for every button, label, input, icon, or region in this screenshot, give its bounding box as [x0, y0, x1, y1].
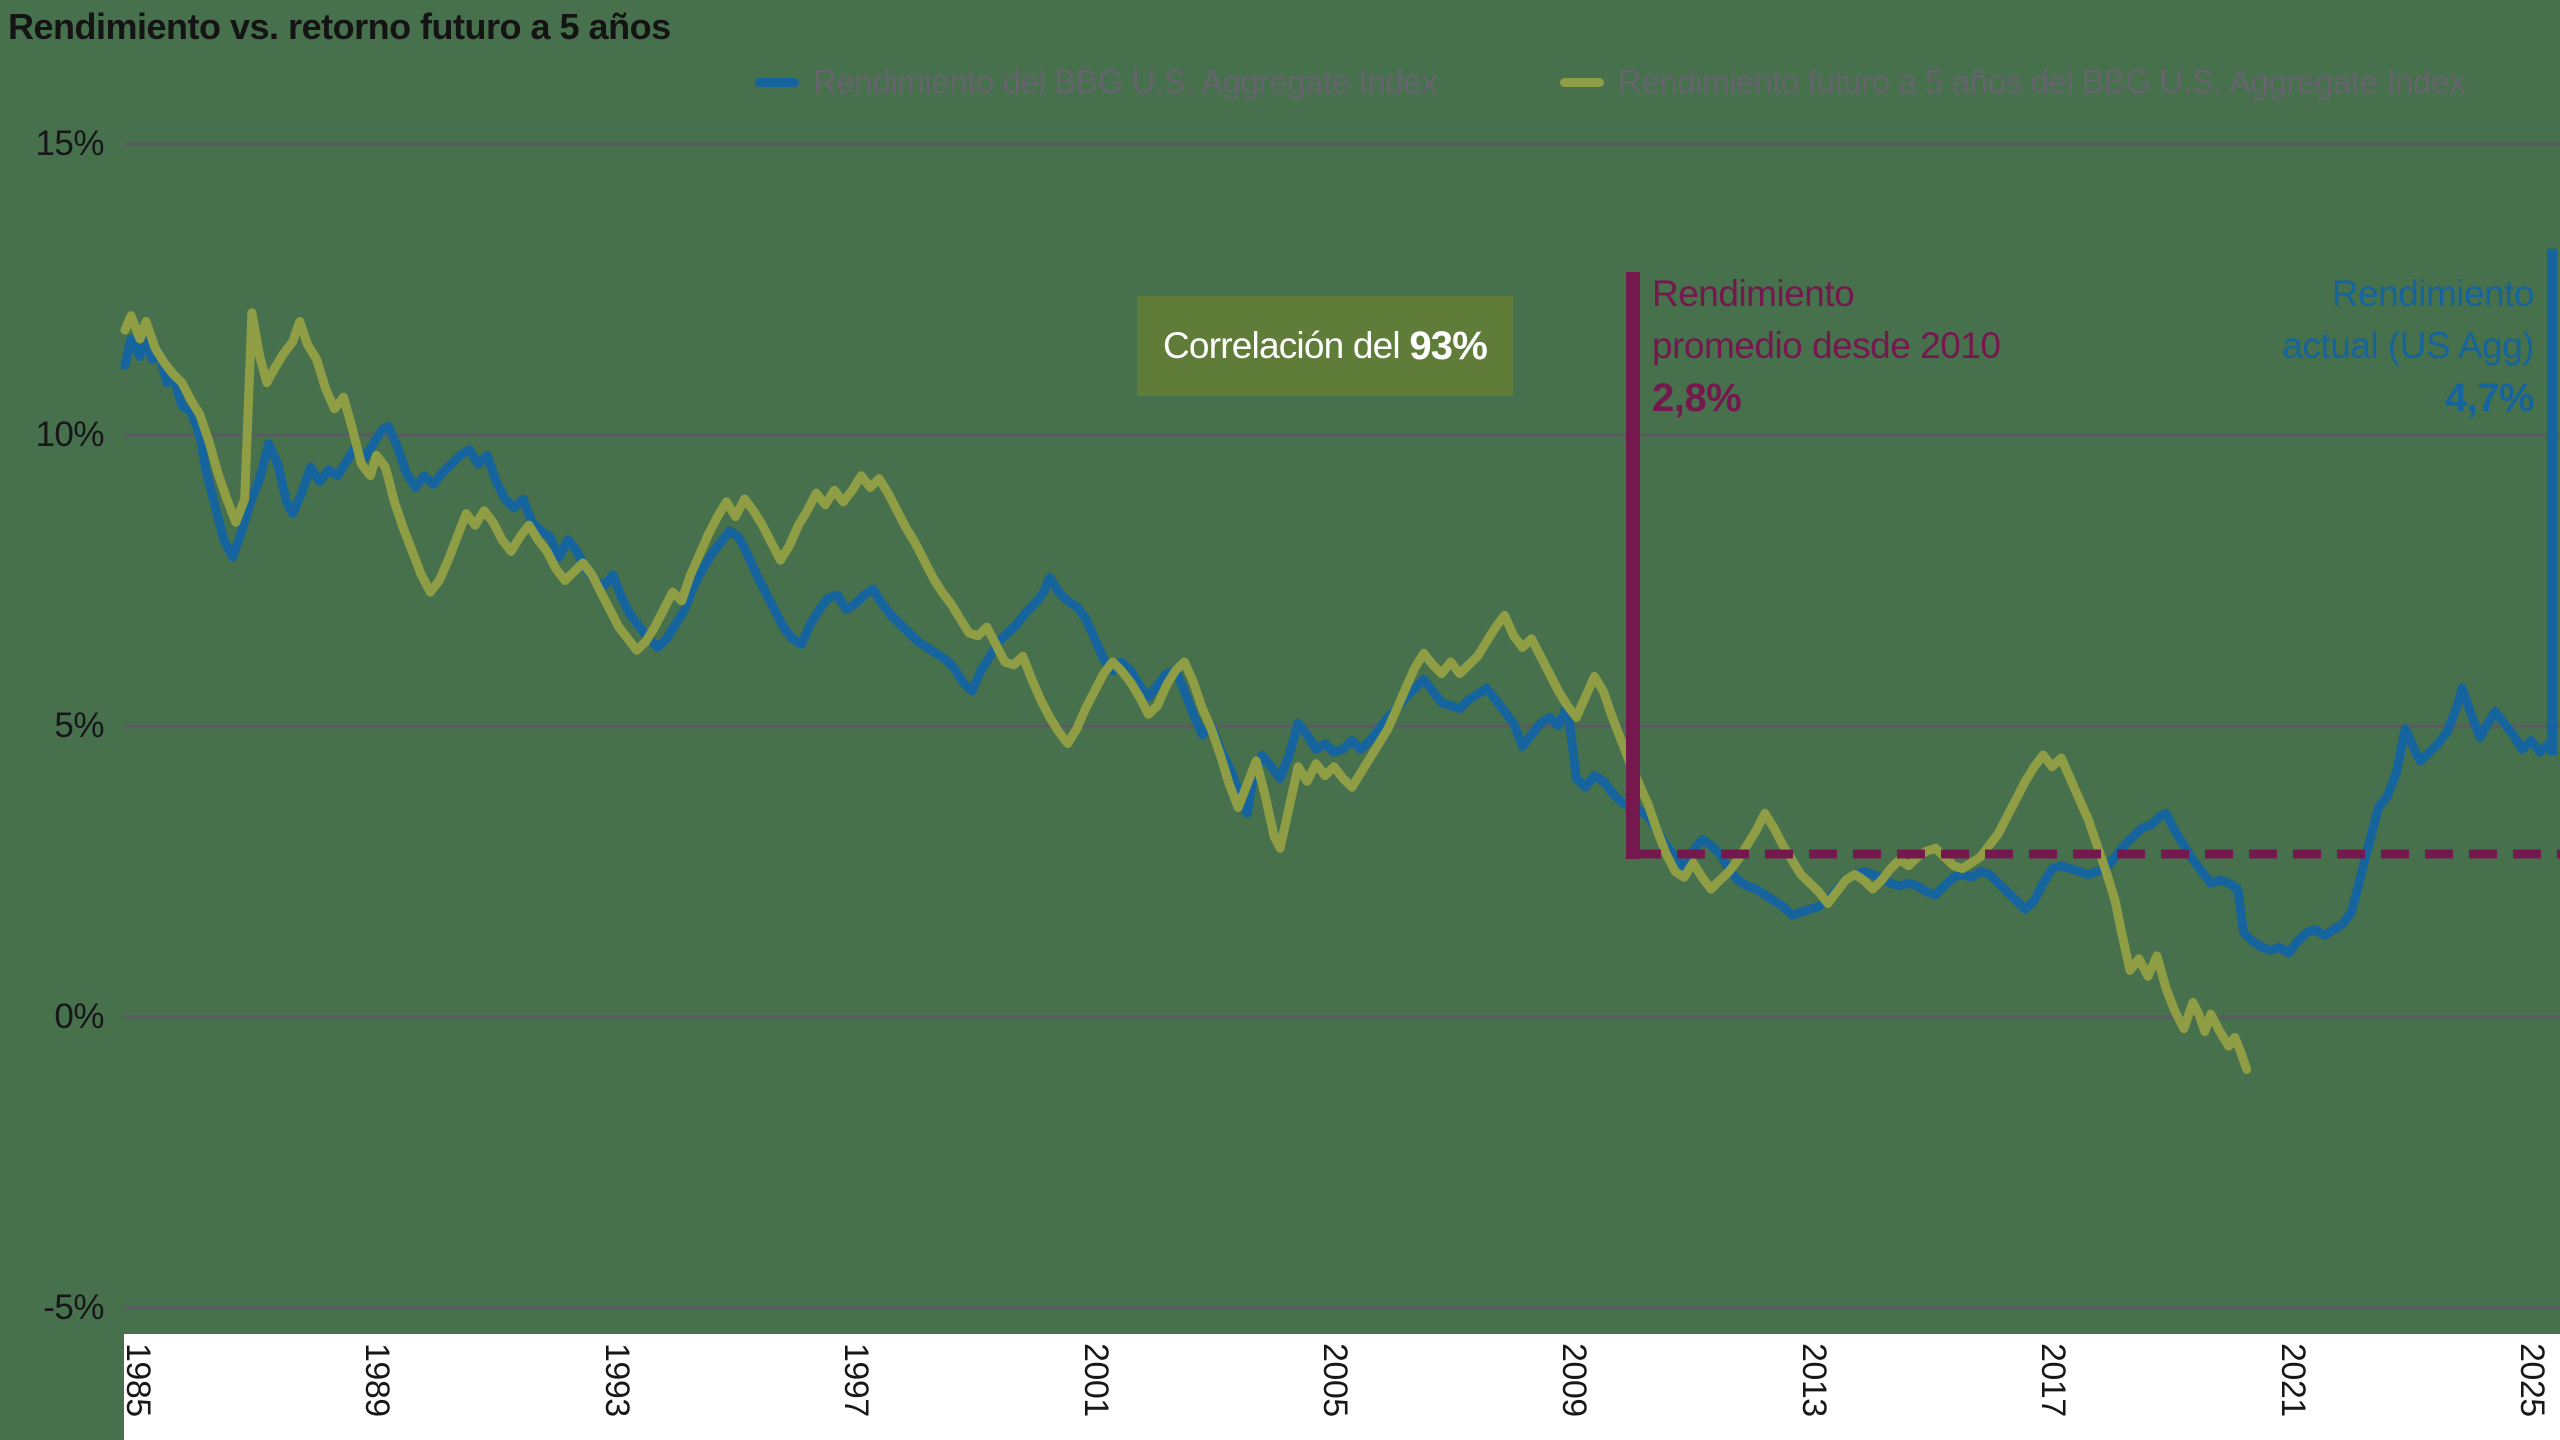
current-annotation-line1: Rendimiento — [2331, 273, 2535, 314]
legend-item-yield: Rendimiento del BBG U.S. Aggregate Index — [755, 56, 1438, 108]
series-line-forward-return — [120, 308, 2252, 1074]
x-tick-label: 1997 — [837, 1343, 876, 1417]
correlation-badge-value: 93% — [1409, 323, 1487, 368]
y-tick-label: 5% — [54, 706, 104, 745]
chart-title: Rendimiento vs. retorno futuro a 5 años — [8, 6, 671, 47]
x-tick-label: 2009 — [1555, 1343, 1594, 1417]
x-tick-label: 2001 — [1076, 1343, 1115, 1417]
legend-item-forward: Rendimiento futuro a 5 años del BBG U.S.… — [1560, 56, 2466, 108]
correlation-badge-text: Correlación del — [1163, 325, 1410, 366]
y-tick-label: 10% — [35, 415, 104, 454]
legend-swatch-yield — [755, 77, 799, 87]
x-tick-label: 2013 — [1794, 1343, 1833, 1417]
current-yield-annotation: Rendimiento actual (US Agg) 4,7% — [2282, 268, 2534, 424]
x-tick-label: 1993 — [597, 1343, 636, 1417]
x-tick-label: 1985 — [119, 1343, 157, 1417]
y-tick-label: 15% — [35, 124, 104, 163]
x-tick-label: 2021 — [2273, 1343, 2312, 1417]
x-axis-label-strip — [124, 1334, 2560, 1440]
average-yield-annotation: Rendimiento promedio desde 2010 2,8% — [1652, 268, 2001, 424]
x-tick-label: 2005 — [1316, 1343, 1354, 1417]
current-annotation-line2: actual (US Agg) — [2282, 325, 2534, 366]
average-annotation-line2: promedio desde 2010 — [1652, 325, 2001, 366]
series-line-yield — [120, 331, 2554, 958]
x-tick-label: 2025 — [2513, 1343, 2551, 1417]
y-tick-label: 0% — [54, 997, 104, 1036]
legend-label-yield: Rendimiento del BBG U.S. Aggregate Index — [813, 63, 1438, 100]
y-tick-label: -5% — [43, 1288, 104, 1327]
x-tick-label: 1989 — [358, 1343, 397, 1417]
correlation-badge: Correlación del 93% — [1137, 296, 1513, 396]
legend-label-forward: Rendimiento futuro a 5 años del BBG U.S.… — [1618, 63, 2466, 100]
average-annotation-line1: Rendimiento — [1652, 273, 1855, 314]
average-annotation-value: 2,8% — [1652, 376, 1742, 420]
legend-swatch-forward — [1560, 77, 1604, 87]
x-tick-label: 2017 — [2034, 1343, 2073, 1417]
current-annotation-value: 4,7% — [2444, 376, 2535, 420]
